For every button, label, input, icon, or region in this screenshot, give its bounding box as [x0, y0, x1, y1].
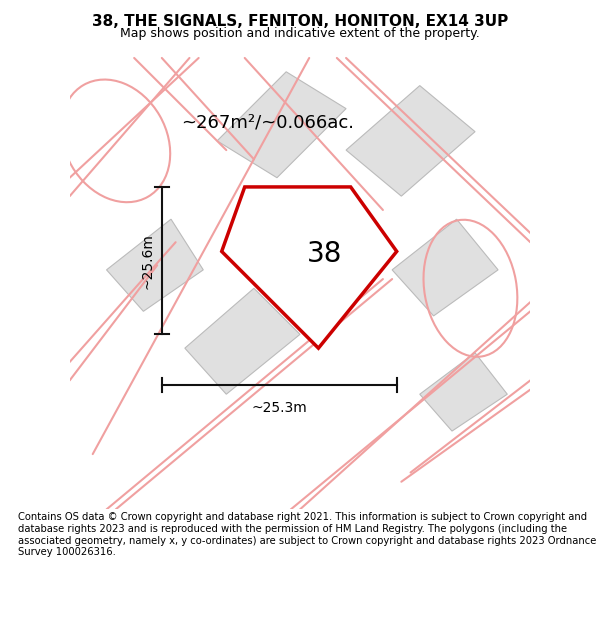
Text: Contains OS data © Crown copyright and database right 2021. This information is : Contains OS data © Crown copyright and d… — [18, 512, 596, 558]
Polygon shape — [392, 219, 498, 316]
Polygon shape — [107, 219, 203, 311]
Text: ~25.3m: ~25.3m — [251, 401, 307, 415]
Polygon shape — [217, 72, 346, 178]
Text: 38: 38 — [307, 240, 343, 268]
Polygon shape — [420, 352, 507, 431]
Polygon shape — [221, 187, 397, 348]
Text: ~267m²/~0.066ac.: ~267m²/~0.066ac. — [181, 114, 354, 131]
Text: Map shows position and indicative extent of the property.: Map shows position and indicative extent… — [120, 27, 480, 40]
Text: 38, THE SIGNALS, FENITON, HONITON, EX14 3UP: 38, THE SIGNALS, FENITON, HONITON, EX14 … — [92, 14, 508, 29]
Polygon shape — [346, 86, 475, 196]
Text: ~25.6m: ~25.6m — [141, 232, 155, 289]
Polygon shape — [185, 288, 300, 394]
